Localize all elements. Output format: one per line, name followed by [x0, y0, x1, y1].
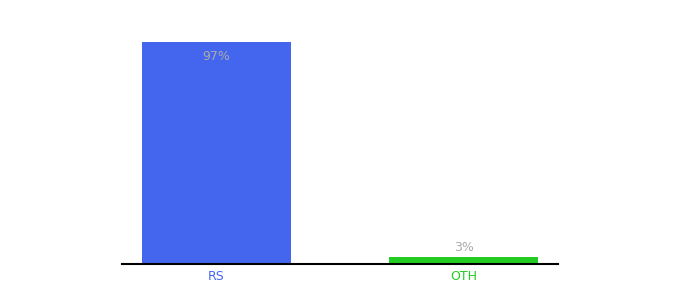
Text: 97%: 97% [203, 50, 231, 63]
Bar [142, 42, 290, 264]
Text: 3%: 3% [454, 241, 473, 254]
Bar [390, 257, 538, 264]
